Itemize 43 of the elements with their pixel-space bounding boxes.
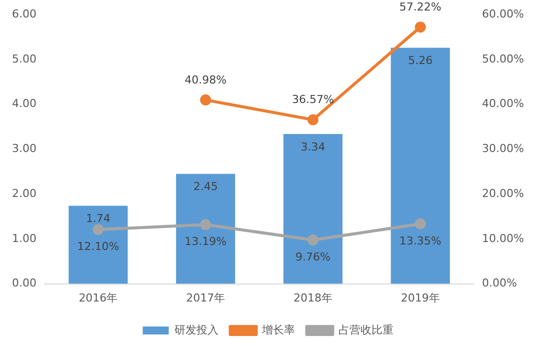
bar — [176, 174, 236, 284]
legend-label: 增长率 — [260, 323, 295, 336]
point — [200, 219, 212, 230]
point — [414, 218, 426, 230]
x-tick-label: 2019年 — [400, 291, 440, 304]
y-tick-label: 2.00 — [12, 186, 36, 200]
data-label: 40.98% — [184, 73, 227, 86]
legend-label: 占营收比重 — [338, 323, 394, 336]
y2-tick-label: 60.00% — [482, 7, 524, 20]
y-tick-label: 4.00 — [12, 97, 36, 110]
y2-tick-label: 0.00% — [482, 276, 518, 290]
y2-tick-label: 10.00% — [482, 232, 524, 245]
data-label: 57.22% — [399, 0, 442, 14]
y-tick-label: 0.00 — [12, 276, 36, 290]
y2-tick-label: 40.00% — [482, 97, 524, 110]
data-label: 36.57% — [292, 93, 334, 106]
x-tick-label: 2018年 — [293, 291, 332, 304]
point — [307, 234, 318, 246]
y-tick-label: 1.00 — [12, 232, 36, 245]
point — [92, 224, 104, 236]
data-label: 1.74 — [86, 212, 110, 226]
x-tick-label: 2017年 — [186, 291, 226, 304]
data-label: 5.26 — [408, 54, 433, 68]
data-label: 3.34 — [300, 140, 326, 154]
y-tick-label: 5.00 — [12, 52, 36, 66]
point — [200, 94, 212, 106]
point — [307, 114, 318, 126]
bar — [283, 134, 343, 284]
y2-tick-label: 20.00% — [482, 186, 524, 200]
legend-label: 研发投入 — [174, 323, 218, 336]
bar — [68, 206, 128, 284]
y2-tick-label: 30.00% — [482, 142, 524, 156]
data-label: 13.19% — [184, 234, 227, 248]
data-label: 2.45 — [193, 180, 218, 194]
data-label: 13.35% — [399, 234, 442, 248]
data-label: 12.10% — [77, 240, 120, 253]
y-tick-label: 3.00 — [12, 142, 36, 156]
y-tick-label: 6.00 — [12, 7, 36, 20]
bar — [390, 48, 450, 284]
data-label: 9.76% — [295, 250, 330, 264]
point — [414, 22, 426, 33]
y2-tick-label: 50.00% — [482, 52, 524, 66]
x-tick-label: 2016年 — [78, 291, 118, 304]
